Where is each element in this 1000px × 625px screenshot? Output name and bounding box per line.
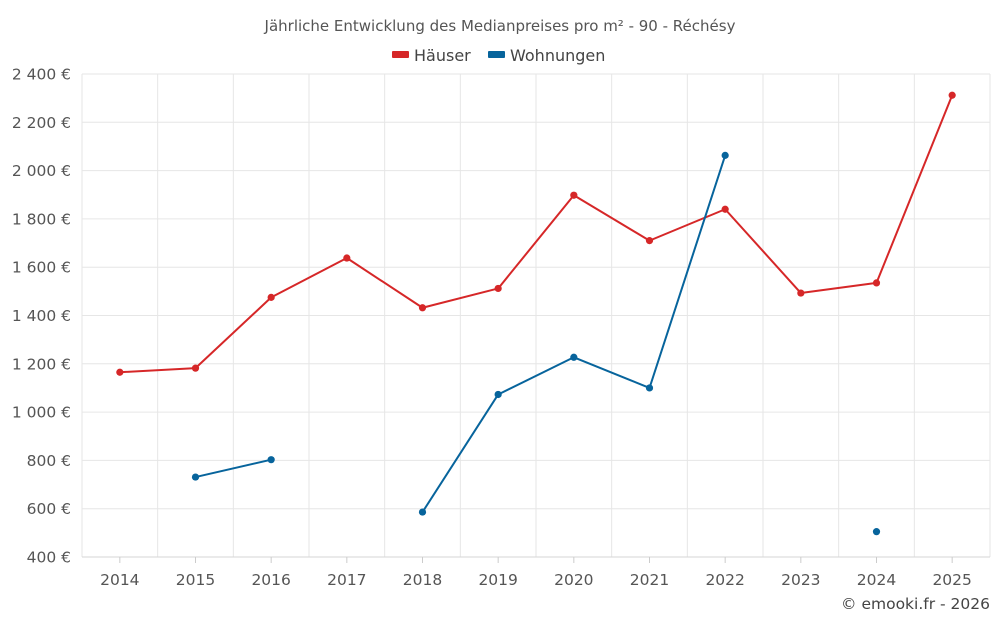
data-point[interactable]: [494, 284, 502, 293]
y-tick-label: 1 000 €: [12, 404, 71, 422]
x-tick-label: 2025: [932, 571, 971, 589]
data-point[interactable]: [872, 528, 881, 536]
series-line-segment: [118, 94, 954, 374]
data-point[interactable]: [570, 353, 578, 361]
y-tick-label: 2 200 €: [12, 114, 71, 132]
y-tick-label: 2 400 €: [12, 66, 71, 84]
legend-label[interactable]: Wohnungen: [510, 46, 605, 65]
data-point[interactable]: [948, 91, 956, 99]
y-tick-label: 1 400 €: [12, 307, 71, 325]
y-tick-label: 800 €: [27, 452, 71, 470]
legend-swatch: [488, 51, 505, 58]
x-tick-label: 2022: [705, 571, 744, 589]
data-point[interactable]: [116, 368, 124, 376]
data-point[interactable]: [267, 456, 275, 464]
data-point[interactable]: [570, 191, 578, 199]
data-point[interactable]: [797, 289, 805, 297]
credit-text: © emooki.fr - 2026: [841, 595, 990, 613]
y-tick-label: 2 000 €: [12, 162, 71, 180]
x-tick-label: 2023: [781, 571, 820, 589]
data-point[interactable]: [191, 364, 200, 372]
x-tick-label: 2018: [403, 571, 442, 589]
data-point[interactable]: [645, 384, 654, 392]
data-point[interactable]: [418, 508, 427, 516]
series-line-segment: [194, 458, 273, 479]
x-tick-label: 2020: [554, 571, 593, 589]
data-point[interactable]: [494, 390, 502, 399]
x-tick-label: 2014: [100, 571, 139, 589]
x-tick-label: 2016: [251, 571, 290, 589]
x-tick-label: 2024: [857, 571, 896, 589]
data-point[interactable]: [267, 293, 275, 301]
y-tick-label: 1 800 €: [12, 210, 71, 228]
series: [116, 91, 956, 536]
x-axis-ticks: 2014 2015 2016 2017 2018 2019 2020 2021 2022 2023…: [100, 557, 972, 589]
y-tick-label: 400 €: [27, 549, 71, 567]
series-line-segment: [421, 154, 727, 514]
x-tick-label: 2019: [478, 571, 517, 589]
x-tick-label: 2017: [327, 571, 366, 589]
legend-swatch: [392, 51, 409, 58]
y-tick-label: 1 600 €: [12, 259, 71, 277]
data-point[interactable]: [872, 279, 881, 287]
legend-label[interactable]: Häuser: [414, 46, 471, 65]
x-tick-label: 2021: [630, 571, 669, 589]
x-tick-label: 2015: [176, 571, 215, 589]
data-point[interactable]: [418, 304, 427, 312]
data-point[interactable]: [645, 237, 654, 245]
series-wohnungen: [191, 151, 881, 536]
series-haeuser: [116, 91, 956, 376]
y-axis-ticks: 400 € 600 € 800 € 1 000 € 1 200 € 1 400 € 1 60…: [12, 66, 71, 567]
y-tick-label: 600 €: [27, 500, 71, 518]
grid: [81, 73, 991, 557]
chart-title: Jährliche Entwicklung des Medianpreises …: [264, 17, 736, 35]
data-point[interactable]: [191, 473, 200, 481]
data-point[interactable]: [721, 205, 729, 213]
data-point[interactable]: [343, 254, 351, 262]
legend: Häuser Wohnungen: [392, 46, 605, 65]
y-tick-label: 1 200 €: [12, 355, 71, 373]
data-point[interactable]: [721, 151, 729, 159]
